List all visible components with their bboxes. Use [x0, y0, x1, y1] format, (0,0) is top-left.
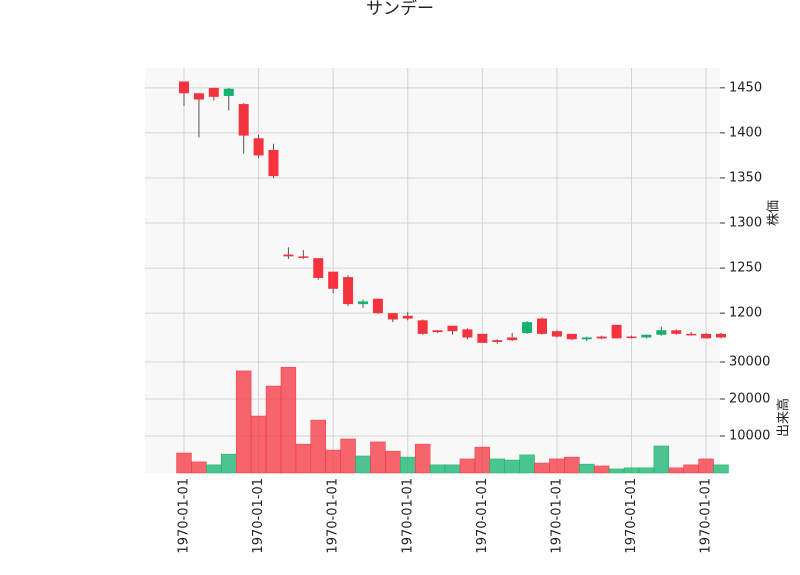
- price-panel: [145, 68, 720, 360]
- candle-body: [537, 318, 547, 334]
- candle-body: [581, 337, 592, 340]
- candle-body: [358, 301, 368, 305]
- volume-bar: [414, 443, 431, 474]
- candle-body: [447, 325, 458, 332]
- y-axis-label: 出来高: [776, 398, 792, 437]
- candle-body: [596, 336, 607, 339]
- y-tick-label: 1250: [729, 261, 762, 276]
- x-tick-label: 1970-01-01: [475, 478, 490, 554]
- y-tick-label: 1200: [729, 306, 762, 321]
- candle-body: [372, 298, 383, 314]
- candle-body: [477, 333, 488, 343]
- volume-bar: [459, 458, 476, 474]
- candle-body: [208, 87, 219, 97]
- candle-body: [462, 329, 473, 338]
- volume-bar: [489, 458, 505, 474]
- volume-bar: [191, 461, 207, 474]
- candle-body: [402, 315, 413, 319]
- candle-body: [641, 334, 652, 338]
- volume-bar: [235, 370, 252, 474]
- candle-body: [343, 277, 354, 305]
- volume-bar: [429, 464, 446, 474]
- volume-bar: [668, 467, 684, 474]
- candle-body: [193, 93, 204, 100]
- candle-body: [268, 150, 279, 177]
- candle-body: [507, 337, 518, 341]
- volume-bar: [295, 443, 312, 474]
- volume-bar: [698, 458, 714, 474]
- x-tick-label: 1970-01-01: [400, 478, 415, 554]
- candle-body: [253, 138, 264, 156]
- volume-bar: [534, 462, 550, 474]
- chart-title: サンデー: [366, 0, 434, 19]
- candle-body: [387, 313, 398, 320]
- volume-bar: [280, 366, 297, 474]
- candle-body: [432, 330, 443, 333]
- candle-body: [566, 333, 577, 340]
- x-tick-label: 1970-01-01: [326, 478, 341, 554]
- x-tick-label: 1970-01-01: [624, 478, 639, 554]
- volume-bar: [355, 455, 371, 474]
- candle-body: [551, 331, 562, 337]
- volume-bar: [653, 445, 670, 474]
- y-tick-label: 1300: [729, 216, 762, 231]
- candle-body: [611, 324, 622, 339]
- candle-body: [492, 340, 503, 342]
- volume-bar: [713, 464, 729, 474]
- candle-body: [716, 333, 726, 338]
- candle-body: [283, 254, 294, 257]
- candle-body: [328, 271, 339, 289]
- volume-bar: [385, 450, 401, 474]
- y-tick-label: 1350: [729, 170, 762, 185]
- x-tick-label: 1970-01-01: [549, 478, 564, 554]
- x-tick-label: 1970-01-01: [699, 478, 714, 554]
- volume-bar: [265, 385, 282, 474]
- volume-bar: [176, 452, 192, 474]
- volume-bar: [608, 468, 625, 474]
- volume-bar: [579, 463, 595, 474]
- candle-body: [179, 81, 189, 94]
- volume-bar: [474, 446, 491, 474]
- candle-body: [298, 256, 309, 258]
- candle-body: [686, 333, 697, 336]
- volume-bar: [549, 458, 565, 474]
- candle-body: [671, 330, 682, 334]
- volume-bar: [340, 438, 356, 474]
- volume-bar: [250, 415, 267, 474]
- volume-bar: [206, 464, 222, 474]
- volume-bar: [370, 441, 386, 474]
- candle-body: [313, 258, 324, 278]
- volume-bar: [310, 419, 326, 474]
- volume-bar: [504, 459, 520, 474]
- volume-bar: [325, 449, 341, 474]
- volume-bar: [400, 456, 416, 474]
- y-tick-label: 20000: [729, 391, 770, 406]
- volume-bar: [519, 454, 535, 474]
- x-tick-label: 1970-01-01: [251, 478, 266, 554]
- volume-bar: [623, 467, 640, 474]
- candle-body: [522, 322, 533, 333]
- volume-bar: [444, 464, 461, 474]
- volume-bar: [221, 453, 237, 474]
- volume-bar: [593, 465, 610, 474]
- y-tick-label: 1400: [729, 125, 762, 140]
- candle-body: [626, 336, 637, 339]
- candle-body: [238, 104, 249, 136]
- candle-body: [417, 320, 428, 334]
- volume-bar: [564, 456, 580, 474]
- y-tick-label: 10000: [729, 428, 770, 443]
- y-axis-label: 株価: [767, 200, 782, 226]
- volume-bar: [683, 464, 699, 474]
- volume-bar: [638, 467, 655, 474]
- x-tick-label: 1970-01-01: [177, 478, 192, 554]
- y-tick-label: 30000: [729, 354, 770, 369]
- y-tick-label: 1450: [729, 80, 762, 95]
- candle-body: [656, 330, 667, 335]
- candle-body: [223, 88, 234, 96]
- candle-body: [701, 333, 712, 339]
